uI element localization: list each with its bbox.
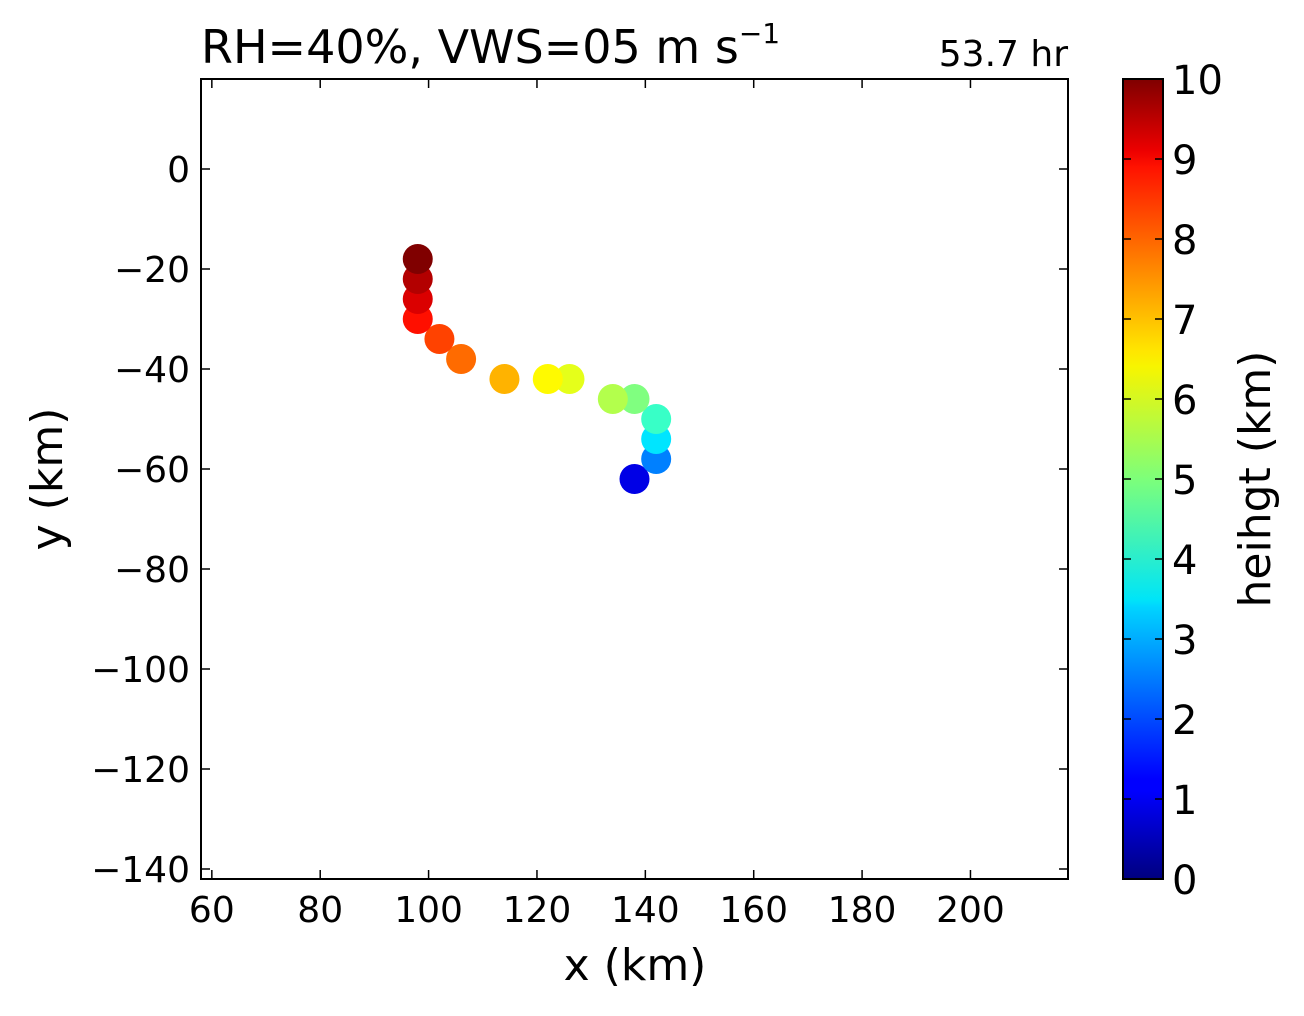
y-tick-label: −80	[114, 550, 190, 591]
colorbar-tick-label: 8	[1172, 218, 1197, 264]
colorbar-ticks: 0 1 2 3 4 5 6 7 8 9 10	[1123, 58, 1223, 904]
y-tick-label: −60	[114, 450, 190, 491]
x-tick-label: 100	[394, 890, 463, 931]
y-tick-label: 0	[167, 150, 190, 191]
colorbar-tick-label: 4	[1172, 538, 1197, 584]
x-tick-label: 60	[189, 890, 235, 931]
x-tick-label: 120	[503, 890, 572, 931]
y-tick-label: −20	[114, 250, 190, 291]
data-point	[619, 384, 650, 414]
x-tick-label: 180	[828, 890, 897, 931]
data-point	[424, 324, 455, 354]
chart-title-superscript: −1	[739, 17, 780, 50]
y-tick-label: −40	[114, 350, 190, 391]
axis-ticks: 60 80 100 120 140 160 180 200 0 −20 −40 −60 −80 −100 −…	[91, 79, 1068, 931]
chart-title: RH=40%, VWS=05 m s−1	[201, 17, 780, 74]
colorbar-tick-label: 5	[1172, 458, 1197, 504]
x-axis-label: x (km)	[564, 940, 707, 991]
x-tick-label: 140	[611, 890, 680, 931]
colorbar-tick-label: 2	[1172, 698, 1197, 744]
data-point	[532, 364, 563, 394]
colorbar-tick-label: 6	[1172, 378, 1197, 424]
data-point	[489, 364, 520, 394]
data-point	[619, 464, 650, 494]
y-axis-label: y (km)	[22, 408, 73, 551]
colorbar-tick-label: 7	[1172, 298, 1197, 344]
data-point	[402, 244, 433, 274]
colorbar-tick-label: 3	[1172, 618, 1197, 664]
chart-title-main: RH=40%, VWS=05 m s	[201, 20, 739, 74]
time-annotation: 53.7 hr	[939, 34, 1068, 75]
data-points	[402, 244, 672, 494]
x-tick-label: 160	[719, 890, 788, 931]
colorbar-tick-label: 9	[1172, 138, 1197, 184]
x-tick-label: 200	[936, 890, 1005, 931]
data-point	[554, 364, 585, 394]
y-tick-label: −120	[91, 750, 190, 791]
data-point	[446, 344, 477, 374]
y-tick-label: −100	[91, 650, 190, 691]
colorbar-label: heihgt (km)	[1230, 351, 1281, 608]
x-tick-label: 80	[297, 890, 343, 931]
y-tick-label: −140	[91, 850, 190, 891]
colorbar-tick-label: 0	[1172, 858, 1197, 904]
data-point	[641, 404, 672, 434]
colorbar-tick-label: 1	[1172, 778, 1197, 824]
data-point	[597, 384, 628, 414]
colorbar-tick-label: 10	[1172, 58, 1223, 104]
